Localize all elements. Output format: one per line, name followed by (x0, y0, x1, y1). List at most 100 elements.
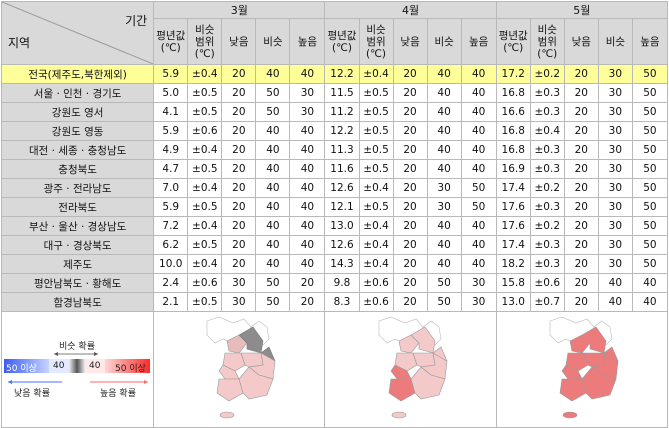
value-cell: 4.1 (153, 102, 189, 122)
subheader-normal: 평년값 (℃) (153, 18, 189, 65)
value-cell: 11.3 (324, 140, 360, 160)
legend: 비슷 확률 50 이상 40 40 50 이상 낮음 확률 높음 확률 (0, 311, 155, 428)
value-cell: 20 (563, 121, 599, 141)
table-row: 서울 · 인천 · 경기도 5.0 ±0.5 20 50 30 11.5 ±0.5 20 40 40… (0, 83, 669, 103)
map-may (495, 311, 669, 428)
value-cell: 40 (255, 197, 291, 217)
value-cell: ±0.3 (529, 254, 565, 274)
value-cell: 50 (631, 235, 669, 255)
value-cell: 40 (426, 102, 462, 122)
value-cell: 10.0 (153, 254, 189, 274)
value-cell: 50 (631, 64, 669, 84)
value-cell: 20 (221, 83, 257, 103)
value-cell: 50 (631, 216, 669, 236)
subheader-text: 낮음 (229, 35, 249, 48)
value-cell: 30 (597, 178, 633, 198)
subheader-text: (℃) (194, 47, 215, 60)
value-cell: 30 (221, 273, 257, 293)
value-cell: 20 (392, 64, 428, 84)
subheader-text: 범위 (366, 35, 386, 48)
subheader-text: (℃) (160, 41, 181, 54)
subheader-similar: 비슷 (597, 18, 633, 65)
corner-header: 기간 지역 (0, 1, 155, 65)
value-cell: 20 (221, 121, 257, 141)
value-cell: 50 (460, 178, 497, 198)
value-cell: 20 (392, 121, 428, 141)
value-cell: 16.8 (495, 140, 531, 160)
value-cell: 50 (255, 102, 291, 122)
value-cell: 20 (563, 254, 599, 274)
value-cell: 50 (426, 273, 462, 293)
table-row: 강원도 영서 4.1 ±0.5 20 50 30 11.2 ±0.5 20 40 40 16.6 ±0.… (0, 102, 669, 122)
value-cell: 40 (460, 254, 497, 274)
region-cell: 함경남북도 (0, 292, 155, 312)
value-cell: ±0.5 (187, 197, 223, 217)
value-cell: 50 (255, 273, 291, 293)
value-cell: 20 (221, 178, 257, 198)
value-cell: 11.2 (324, 102, 360, 122)
value-cell: 20 (392, 197, 428, 217)
legend-high-label: 높음 확률 (100, 389, 136, 399)
value-cell: 20 (221, 216, 257, 236)
value-cell: ±0.2 (529, 178, 565, 198)
value-cell: 50 (631, 83, 669, 103)
value-cell: 2.1 (153, 292, 189, 312)
subheader-similar-range: 비슷 범위 (℃) (358, 18, 394, 65)
region-label: 지역 (8, 36, 31, 50)
subheader-text: 높음 (640, 35, 660, 48)
value-cell: 20 (392, 159, 428, 179)
table-row: 전라북도 5.9 ±0.5 20 40 40 12.1 ±0.5 20 30 50 17.6 ±0.3 2… (0, 197, 669, 217)
value-cell: ±0.5 (358, 197, 394, 217)
subheader-similar: 비슷 (255, 18, 291, 65)
value-cell: 50 (255, 292, 291, 312)
value-cell: 16.9 (495, 159, 531, 179)
table-row: 함경남북도 2.1 ±0.5 30 50 20 8.3 ±0.6 20 50 30 13.0 ±0.7 2… (0, 292, 669, 312)
legend-high50: 50 이상 (115, 364, 146, 374)
value-cell: 40 (460, 140, 497, 160)
subheader-normal: 평년값 (℃) (495, 18, 531, 65)
value-cell: ±0.6 (187, 273, 223, 293)
region-cell: 부산 · 울산 · 경상남도 (0, 216, 155, 236)
region-cell: 평안남북도 · 황해도 (0, 273, 155, 293)
value-cell: 40 (460, 64, 497, 84)
value-cell: 40 (597, 273, 633, 293)
subheader-high: 높음 (631, 18, 669, 65)
value-cell: 30 (597, 254, 633, 274)
map-april (324, 311, 497, 428)
value-cell: 40 (631, 273, 669, 293)
value-cell: 40 (460, 216, 497, 236)
subheader-text: 비슷 (366, 23, 386, 36)
region-cell: 충청북도 (0, 159, 155, 179)
value-cell: ±0.5 (358, 159, 394, 179)
value-cell: 9.8 (324, 273, 360, 293)
value-cell: 40 (289, 254, 326, 274)
value-cell: 20 (289, 292, 326, 312)
value-cell: ±0.4 (529, 121, 565, 141)
subheader-text: 평년값 (327, 29, 357, 42)
legend-graphic (4, 352, 150, 384)
value-cell: 20 (392, 216, 428, 236)
value-cell: 50 (631, 178, 669, 198)
subheader-high: 높음 (289, 18, 326, 65)
value-cell: 20 (563, 273, 599, 293)
value-cell: 40 (289, 140, 326, 160)
subheader-text: 평년값 (498, 29, 528, 42)
value-cell: 40 (255, 216, 291, 236)
value-cell: 50 (255, 83, 291, 103)
value-cell: 50 (426, 292, 462, 312)
value-cell: 20 (392, 273, 428, 293)
region-cell: 전라북도 (0, 197, 155, 217)
value-cell: 20 (563, 140, 599, 160)
subheader-text: 범위 (195, 35, 215, 48)
table-row: 광주 · 전라남도 7.0 ±0.4 20 40 40 12.6 ±0.4 20 30 50 17.4… (0, 178, 669, 198)
value-cell: 30 (597, 121, 633, 141)
region-cell: 대전 · 세종 · 충청남도 (0, 140, 155, 160)
value-cell: 20 (392, 102, 428, 122)
value-cell: 17.4 (495, 178, 531, 198)
value-cell: 40 (289, 159, 326, 179)
legend-low50: 50 이상 (6, 364, 37, 374)
value-cell: ±0.5 (358, 121, 394, 141)
value-cell: 20 (563, 159, 599, 179)
subheader-text: (℃) (331, 41, 352, 54)
map-march (153, 311, 326, 428)
